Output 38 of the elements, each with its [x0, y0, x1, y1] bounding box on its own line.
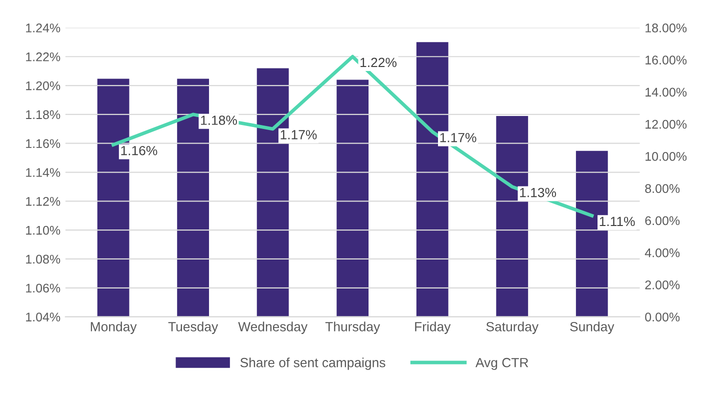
data-label: 1.13%: [520, 188, 556, 198]
y2-tick-label: 6.00%: [645, 216, 680, 226]
y2-tick-label: 16.00%: [646, 56, 687, 64]
y-tick-label: 1.08%: [26, 254, 60, 264]
legend-label: Share of sent campaigns: [240, 358, 386, 370]
x-tick-label: Wednesday: [238, 322, 308, 334]
y2-tick-label: 8.00%: [645, 184, 680, 193]
y2-tick-label: 10.00%: [646, 152, 687, 161]
y2-tick-label: 14.00%: [646, 88, 687, 97]
y2-tick-label: 18.00%: [646, 24, 687, 32]
data-label: 1.22%: [360, 58, 396, 68]
data-label: 1.17%: [280, 130, 317, 140]
y-tick-label: 1.12%: [26, 196, 60, 206]
y-tick-label: 1.16%: [26, 139, 60, 148]
y2-tick-label: 12.00%: [646, 120, 687, 129]
x-tick-label: Tuesday: [168, 322, 218, 334]
y-tick-label: 1.18%: [26, 110, 60, 120]
bar: [336, 80, 369, 317]
data-label: 1.18%: [201, 116, 237, 125]
y2-tick-label: 0.00%: [645, 312, 680, 322]
x-tick-label: Friday: [415, 322, 451, 334]
data-label: 1.16%: [121, 146, 158, 156]
y-tick-label: 1.10%: [26, 226, 60, 235]
x-tick-label: Thursday: [325, 322, 380, 334]
y-tick-label: 1.20%: [26, 81, 60, 90]
data-label: 1.11%: [600, 216, 635, 226]
y-tick-label: 1.06%: [26, 284, 60, 293]
legend-label: Avg CTR: [475, 358, 528, 370]
x-tick-label: Saturday: [486, 322, 539, 334]
y2-tick-label: 2.00%: [645, 280, 680, 290]
y-tick-label: 1.14%: [26, 168, 60, 177]
y-tick-label: 1.24%: [26, 24, 60, 32]
y2-tick-label: 4.00%: [644, 248, 680, 258]
x-tick-label: Sunday: [570, 322, 614, 334]
data-label: 1.17%: [440, 132, 476, 142]
y-tick-label: 1.04%: [26, 312, 60, 322]
x-tick-label: Monday: [90, 322, 137, 334]
y-tick-label: 1.22%: [26, 52, 60, 62]
